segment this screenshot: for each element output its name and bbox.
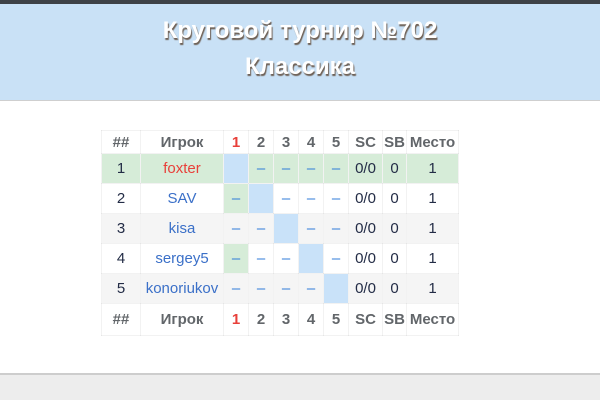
player-name-link[interactable]: konoriukov (145, 280, 219, 297)
player-name-link[interactable]: kisa (168, 220, 196, 237)
game-cell: – (298, 213, 324, 244)
col-header-opp5: 5 (323, 130, 349, 154)
player-number-cell: 4 (101, 243, 141, 274)
table-row: 1 foxter – – – – 0/0 0 1 (101, 153, 459, 184)
game-cell: – (223, 273, 249, 304)
header-row: ## Игрок 1 2 3 4 5 SC SB Место (101, 130, 459, 154)
player-number-cell: 5 (101, 273, 141, 304)
col-header-place: Место (406, 130, 459, 154)
score-cell: 0/0 (348, 213, 383, 244)
place-cell: 1 (406, 183, 459, 214)
player-name-link[interactable]: sergey5 (155, 250, 209, 267)
col-header-sb: SB (382, 130, 407, 154)
table-row: 4 sergey5 – – – – 0/0 0 1 (101, 243, 459, 274)
col-footer-opp3: 3 (273, 303, 299, 336)
col-footer-place: Место (406, 303, 459, 336)
sb-cell: 0 (382, 213, 407, 244)
game-cell: – (223, 213, 249, 244)
col-footer-opp1: 1 (223, 303, 249, 336)
player-number-cell: 3 (101, 213, 141, 244)
game-cell: – (298, 183, 324, 214)
sb-cell: 0 (382, 153, 407, 184)
place-cell: 1 (406, 213, 459, 244)
score-cell: 0/0 (348, 183, 383, 214)
self-game-cell (298, 243, 324, 274)
col-header-opp4: 4 (298, 130, 324, 154)
player-name-cell: konoriukov (140, 273, 224, 304)
col-header-player: Игрок (140, 130, 224, 154)
self-game-cell (323, 273, 349, 304)
game-cell: – (323, 183, 349, 214)
game-cell: – (248, 153, 274, 184)
player-name-cell: foxter (140, 153, 224, 184)
table-row: 3 kisa – – – – 0/0 0 1 (101, 213, 459, 244)
score-cell: 0/0 (348, 153, 383, 184)
game-cell: – (223, 243, 249, 274)
col-footer-sb: SB (382, 303, 407, 336)
col-header-opp1: 1 (223, 130, 249, 154)
col-footer-player: Игрок (140, 303, 224, 336)
player-number-cell: 2 (101, 183, 141, 214)
self-game-cell (273, 213, 299, 244)
place-cell: 1 (406, 153, 459, 184)
sb-cell: 0 (382, 183, 407, 214)
footer-header-row: ## Игрок 1 2 3 4 5 SC SB Место (101, 303, 459, 336)
place-cell: 1 (406, 243, 459, 274)
game-cell: – (298, 273, 324, 304)
col-footer-opp4: 4 (298, 303, 324, 336)
page-footer (0, 373, 600, 400)
col-header-opp2: 2 (248, 130, 274, 154)
place-cell: 1 (406, 273, 459, 304)
game-cell: – (273, 243, 299, 274)
game-cell: – (273, 183, 299, 214)
game-cell: – (248, 273, 274, 304)
game-cell: – (223, 183, 249, 214)
self-game-cell (248, 183, 274, 214)
game-cell: – (323, 243, 349, 274)
player-name-link[interactable]: foxter (163, 160, 201, 177)
game-cell: – (323, 213, 349, 244)
player-number-cell: 1 (101, 153, 141, 184)
score-cell: 0/0 (348, 273, 383, 304)
player-name-cell: kisa (140, 213, 224, 244)
game-cell: – (248, 213, 274, 244)
col-header-opp3: 3 (273, 130, 299, 154)
table-row: 2 SAV – – – – 0/0 0 1 (101, 183, 459, 214)
header-banner: Круговой турнир №702 Классика (0, 4, 600, 101)
col-header-sc: SC (348, 130, 383, 154)
tournament-title: Круговой турнир №702 (162, 17, 438, 44)
col-footer-sc: SC (348, 303, 383, 336)
game-cell: – (323, 153, 349, 184)
tournament-category: Классика (244, 53, 356, 80)
table-row: 5 konoriukov – – – – 0/0 0 1 (101, 273, 459, 304)
sb-cell: 0 (382, 273, 407, 304)
score-cell: 0/0 (348, 243, 383, 274)
game-cell: – (273, 153, 299, 184)
sb-cell: 0 (382, 243, 407, 274)
game-cell: – (298, 153, 324, 184)
game-cell: – (248, 243, 274, 274)
tournament-table: ## Игрок 1 2 3 4 5 SC SB Место 1 foxter … (101, 130, 459, 336)
content-area: ## Игрок 1 2 3 4 5 SC SB Место 1 foxter … (0, 130, 600, 336)
col-footer-rank: ## (101, 303, 141, 336)
col-header-rank: ## (101, 130, 141, 154)
top-strip (0, 0, 600, 4)
player-name-link[interactable]: SAV (167, 190, 197, 207)
player-name-cell: sergey5 (140, 243, 224, 274)
self-game-cell (223, 153, 249, 184)
player-name-cell: SAV (140, 183, 224, 214)
col-footer-opp5: 5 (323, 303, 349, 336)
game-cell: – (273, 273, 299, 304)
col-footer-opp2: 2 (248, 303, 274, 336)
